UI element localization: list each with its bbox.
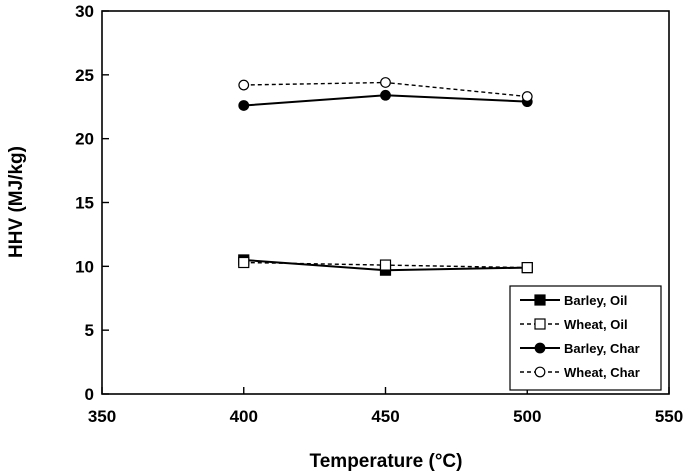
legend-marker (534, 294, 546, 306)
legend-label: Wheat, Oil (564, 317, 628, 332)
x-tick-label: 400 (230, 407, 258, 426)
data-point (380, 77, 391, 88)
y-axis-title: HHV (MJ/kg) (6, 146, 27, 258)
data-point (238, 79, 250, 91)
x-tick-label: 450 (371, 407, 399, 426)
y-tick-label: 20 (75, 130, 94, 149)
data-point (521, 91, 533, 102)
data-point (521, 262, 533, 274)
legend-label: Barley, Oil (564, 293, 627, 308)
y-tick-label: 25 (75, 66, 94, 85)
y-tick-label: 10 (75, 257, 94, 276)
legend-marker (534, 342, 546, 354)
x-tick-label: 350 (88, 407, 116, 426)
y-tick-label: 5 (85, 321, 94, 340)
y-tick-label: 30 (75, 2, 94, 21)
data-point (380, 89, 391, 101)
x-tick-label: 500 (513, 407, 541, 426)
y-tick-label: 0 (85, 385, 94, 404)
x-tick-label: 550 (655, 407, 683, 426)
data-point (238, 100, 250, 111)
legend-label: Wheat, Char (564, 365, 640, 380)
legend-marker (534, 366, 546, 378)
legend-label: Barley, Char (564, 341, 640, 356)
data-point (238, 256, 250, 269)
legend-marker (534, 318, 546, 330)
x-axis-title: Temperature (°C) (310, 451, 463, 472)
data-point (379, 259, 392, 271)
y-tick-label: 15 (75, 194, 94, 213)
plot-area: 0 5 10 15 20 25 30 350 400 450 500 550 Barley, Oil Wh… (75, 2, 683, 426)
